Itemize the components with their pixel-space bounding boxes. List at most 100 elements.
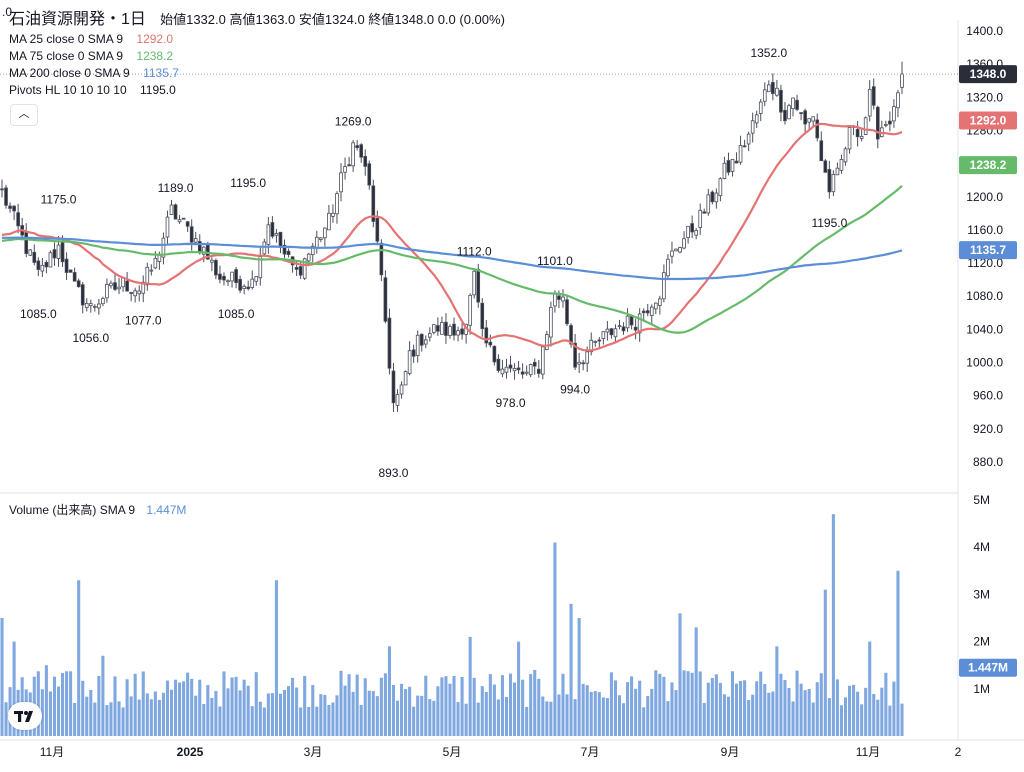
candle-body	[262, 241, 267, 255]
volume-bar	[432, 700, 436, 736]
symbol-title[interactable]: 石油資源開発・1日	[9, 11, 146, 28]
candle-body	[234, 269, 238, 283]
volume-bar	[85, 696, 89, 736]
time-tick-label: 2	[955, 745, 962, 759]
volume-bar	[666, 701, 670, 736]
candle-body	[274, 233, 279, 236]
candle-body	[0, 188, 4, 191]
volume-sma-tag: 1.447M	[968, 661, 1008, 675]
pivot-label: 978.0	[496, 396, 526, 410]
candle-body	[444, 321, 448, 336]
candle-body	[28, 249, 33, 256]
candle-body	[359, 144, 364, 158]
pivot-label: 1195.0	[811, 216, 847, 230]
volume-bar	[202, 703, 206, 736]
volume-bar	[56, 686, 61, 736]
candle-body	[254, 276, 259, 282]
candle-body	[173, 204, 178, 220]
candle-body	[36, 260, 41, 270]
candle-body	[738, 144, 743, 163]
volume-bar	[0, 618, 4, 736]
candle-body	[468, 294, 472, 326]
candle-body	[222, 275, 226, 281]
candle-body	[141, 281, 146, 294]
volume-bar	[295, 687, 299, 736]
legend-pivots[interactable]: Pivots HL 10 10 10 10 1195.0	[9, 82, 505, 99]
candle-body	[617, 325, 622, 328]
volume-bar	[468, 636, 472, 736]
candle-body	[597, 339, 602, 342]
candle-body	[440, 322, 444, 335]
volume-bar	[408, 686, 412, 736]
candle-body	[645, 310, 650, 314]
candle-body	[76, 280, 81, 288]
candle-body	[670, 250, 674, 257]
volume-bar	[484, 691, 488, 736]
collapse-legend-button[interactable]: ︿	[10, 104, 38, 126]
volume-bar	[504, 696, 509, 736]
volume-bar	[686, 671, 690, 736]
volume-bar	[726, 696, 730, 736]
time-tick-label: 11月	[40, 745, 64, 759]
volume-bar	[658, 673, 662, 736]
candle-body	[149, 269, 154, 272]
candle-body	[577, 361, 581, 365]
legend-ma200[interactable]: MA 200 close 0 SMA 9 1135.7	[9, 65, 505, 82]
tradingview-logo[interactable]	[8, 702, 42, 730]
candle-body	[803, 110, 807, 125]
volume-bar	[513, 682, 517, 736]
candle-body	[569, 325, 573, 345]
candle-body	[436, 325, 440, 332]
volume-legend[interactable]: Volume (出来高) SMA 9 1.447M	[9, 501, 186, 518]
candle-body	[855, 128, 860, 138]
volume-bar	[698, 671, 702, 736]
candle-body	[129, 292, 133, 294]
volume-bar	[153, 691, 157, 736]
candle-body	[460, 328, 464, 335]
candle-body	[133, 290, 137, 297]
volume-bar	[169, 689, 174, 736]
volume-bar	[246, 685, 250, 736]
volume-bar	[803, 690, 807, 736]
volume-bar	[771, 691, 775, 736]
volume-bar	[537, 678, 541, 736]
volume-bar	[210, 697, 214, 736]
volume-bar	[492, 684, 496, 736]
volume-bar	[331, 702, 335, 736]
candle-body	[633, 326, 638, 331]
volume-bar	[44, 665, 48, 736]
candle-body	[488, 341, 493, 346]
volume-bar	[678, 613, 682, 736]
candle-body	[613, 328, 618, 338]
candle-body	[589, 339, 594, 353]
candle-body	[662, 272, 666, 300]
pivot-label: 1101.0	[537, 254, 573, 268]
candle-body	[516, 367, 521, 371]
candle-body	[520, 371, 525, 375]
tradingview-logo-icon	[14, 711, 33, 722]
legend-ma75[interactable]: MA 75 close 0 SMA 9 1238.2	[9, 48, 505, 65]
candle-body	[472, 270, 477, 296]
volume-bar	[811, 702, 815, 736]
volume-bar	[565, 694, 569, 736]
candle-body	[355, 145, 359, 149]
volume-bar	[452, 675, 456, 736]
volume-bar	[266, 693, 270, 736]
legend-ma25[interactable]: MA 25 close 0 SMA 9 1292.0	[9, 31, 505, 48]
volume-bar	[141, 671, 145, 736]
candle-body	[641, 310, 646, 314]
volume-bar	[533, 669, 537, 736]
volume-bar	[428, 699, 432, 736]
volume-bar	[787, 687, 791, 736]
ma-tag-200-bg	[959, 241, 1017, 260]
candle-body	[767, 84, 771, 93]
candle-body	[161, 237, 166, 258]
candle-body	[512, 368, 517, 372]
pivot-label: 1112.0	[457, 245, 492, 259]
time-tick-label: 11月	[856, 745, 880, 759]
volume-sma-value: 1.447M	[146, 503, 187, 517]
price-tick-label: 1080.0	[966, 289, 1003, 303]
ma25-value: 1292.0	[136, 32, 174, 46]
volume-bar	[843, 697, 848, 736]
